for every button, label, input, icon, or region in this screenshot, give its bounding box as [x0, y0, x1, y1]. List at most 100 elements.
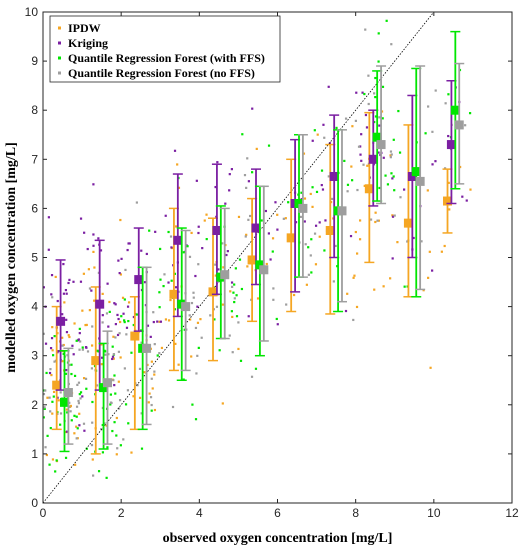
scatter-point: [447, 134, 450, 138]
scatter-point: [431, 130, 434, 133]
scatter-point: [390, 172, 393, 175]
scatter-point: [355, 305, 359, 309]
scatter-point: [447, 93, 450, 96]
scatter-point: [90, 443, 94, 447]
median-marker: [368, 154, 378, 164]
median-marker: [286, 233, 296, 243]
scatter-point: [51, 296, 54, 299]
scatter-point: [197, 263, 200, 266]
legend-marker-kriging: [58, 41, 61, 45]
scatter-point: [188, 255, 192, 258]
scatter-point: [153, 408, 157, 412]
scatter-point: [313, 129, 316, 132]
scatter-point: [127, 319, 130, 323]
median-marker: [59, 397, 69, 407]
scatter-point: [196, 321, 200, 324]
x-tick-label: 12: [505, 506, 519, 520]
scatter-point: [216, 161, 219, 164]
scatter-point: [127, 422, 130, 425]
scatter-point: [101, 292, 104, 295]
median-marker: [208, 287, 218, 297]
scatter-point: [182, 251, 185, 254]
scatter-point: [374, 76, 377, 80]
scatter-point: [228, 189, 231, 192]
scatter-point: [123, 319, 126, 322]
scatter-point: [143, 281, 147, 284]
scatter-point: [75, 415, 78, 418]
scatter-point: [369, 218, 373, 221]
scatter-point: [113, 384, 116, 387]
scatter-point: [72, 280, 75, 283]
scatter-point: [209, 314, 212, 317]
scatter-point: [123, 367, 126, 370]
scatter-point: [374, 115, 378, 118]
median-marker: [294, 198, 304, 208]
scatter-point: [73, 322, 76, 325]
scatter-point: [118, 332, 121, 335]
scatter-point: [48, 371, 52, 375]
scatter-point: [271, 237, 275, 240]
scatter-point: [170, 246, 173, 249]
scatter-point: [380, 110, 384, 113]
scatter-point: [128, 242, 131, 245]
scatter-point: [85, 323, 88, 327]
scatter-point: [403, 188, 406, 191]
scatter-point: [148, 229, 151, 232]
scatter-point: [323, 136, 326, 139]
scatter-point: [103, 349, 106, 352]
scatter-point: [149, 335, 152, 338]
median-marker: [63, 388, 73, 398]
scatter-point: [265, 262, 268, 266]
scatter-point: [373, 120, 376, 124]
error-bar: [297, 134, 308, 278]
scatter-point: [294, 221, 298, 224]
scatter-point: [304, 243, 307, 246]
scatter-point: [148, 392, 151, 395]
plot-frame: [42, 11, 513, 504]
scatter-point: [374, 211, 377, 214]
scatter-point: [63, 301, 66, 304]
scatter-point: [255, 147, 258, 150]
scatter-point: [115, 453, 118, 456]
error-bar: [450, 30, 461, 190]
scatter-point: [346, 183, 350, 186]
legend-marker-qrf-ffs: [58, 56, 61, 60]
error-bar: [102, 330, 113, 445]
scatter-point: [152, 311, 155, 314]
scatter-point: [116, 333, 120, 337]
median-marker: [142, 343, 152, 353]
scatter-point: [119, 320, 122, 324]
scatter-point: [443, 167, 447, 170]
scatter-point: [130, 451, 133, 454]
error-bar: [98, 342, 109, 450]
scatter-point: [108, 300, 111, 304]
scatter-point: [403, 285, 406, 288]
y-tick-label: 7: [31, 152, 38, 166]
error-bar: [454, 62, 465, 185]
scatter-point: [46, 396, 49, 399]
one-to-one-line: [42, 11, 435, 504]
scatter-point: [49, 410, 52, 413]
scatter-point: [61, 360, 64, 363]
scatter-point: [91, 400, 94, 404]
scatter-point: [125, 333, 128, 336]
scatter-point: [367, 102, 370, 106]
scatter-point: [64, 372, 68, 375]
scatter-point: [75, 405, 79, 408]
scatter-point: [53, 335, 56, 338]
error-bar: [172, 173, 183, 318]
scatter-point: [195, 372, 198, 375]
scatter-point: [113, 302, 116, 305]
scatter-point: [75, 339, 78, 342]
scatter-point: [260, 219, 263, 222]
scatter-point: [390, 43, 393, 46]
scatter-point: [145, 252, 148, 256]
scatter-point: [464, 124, 467, 127]
scatter-point: [389, 277, 392, 280]
scatter-point: [52, 354, 55, 357]
scatter-point: [78, 424, 81, 427]
legend: IPDW Kriging Quantile Regression Forest …: [49, 15, 281, 83]
scatter-point: [226, 250, 229, 253]
scatter-point: [447, 181, 450, 184]
scatter-point: [140, 447, 144, 450]
